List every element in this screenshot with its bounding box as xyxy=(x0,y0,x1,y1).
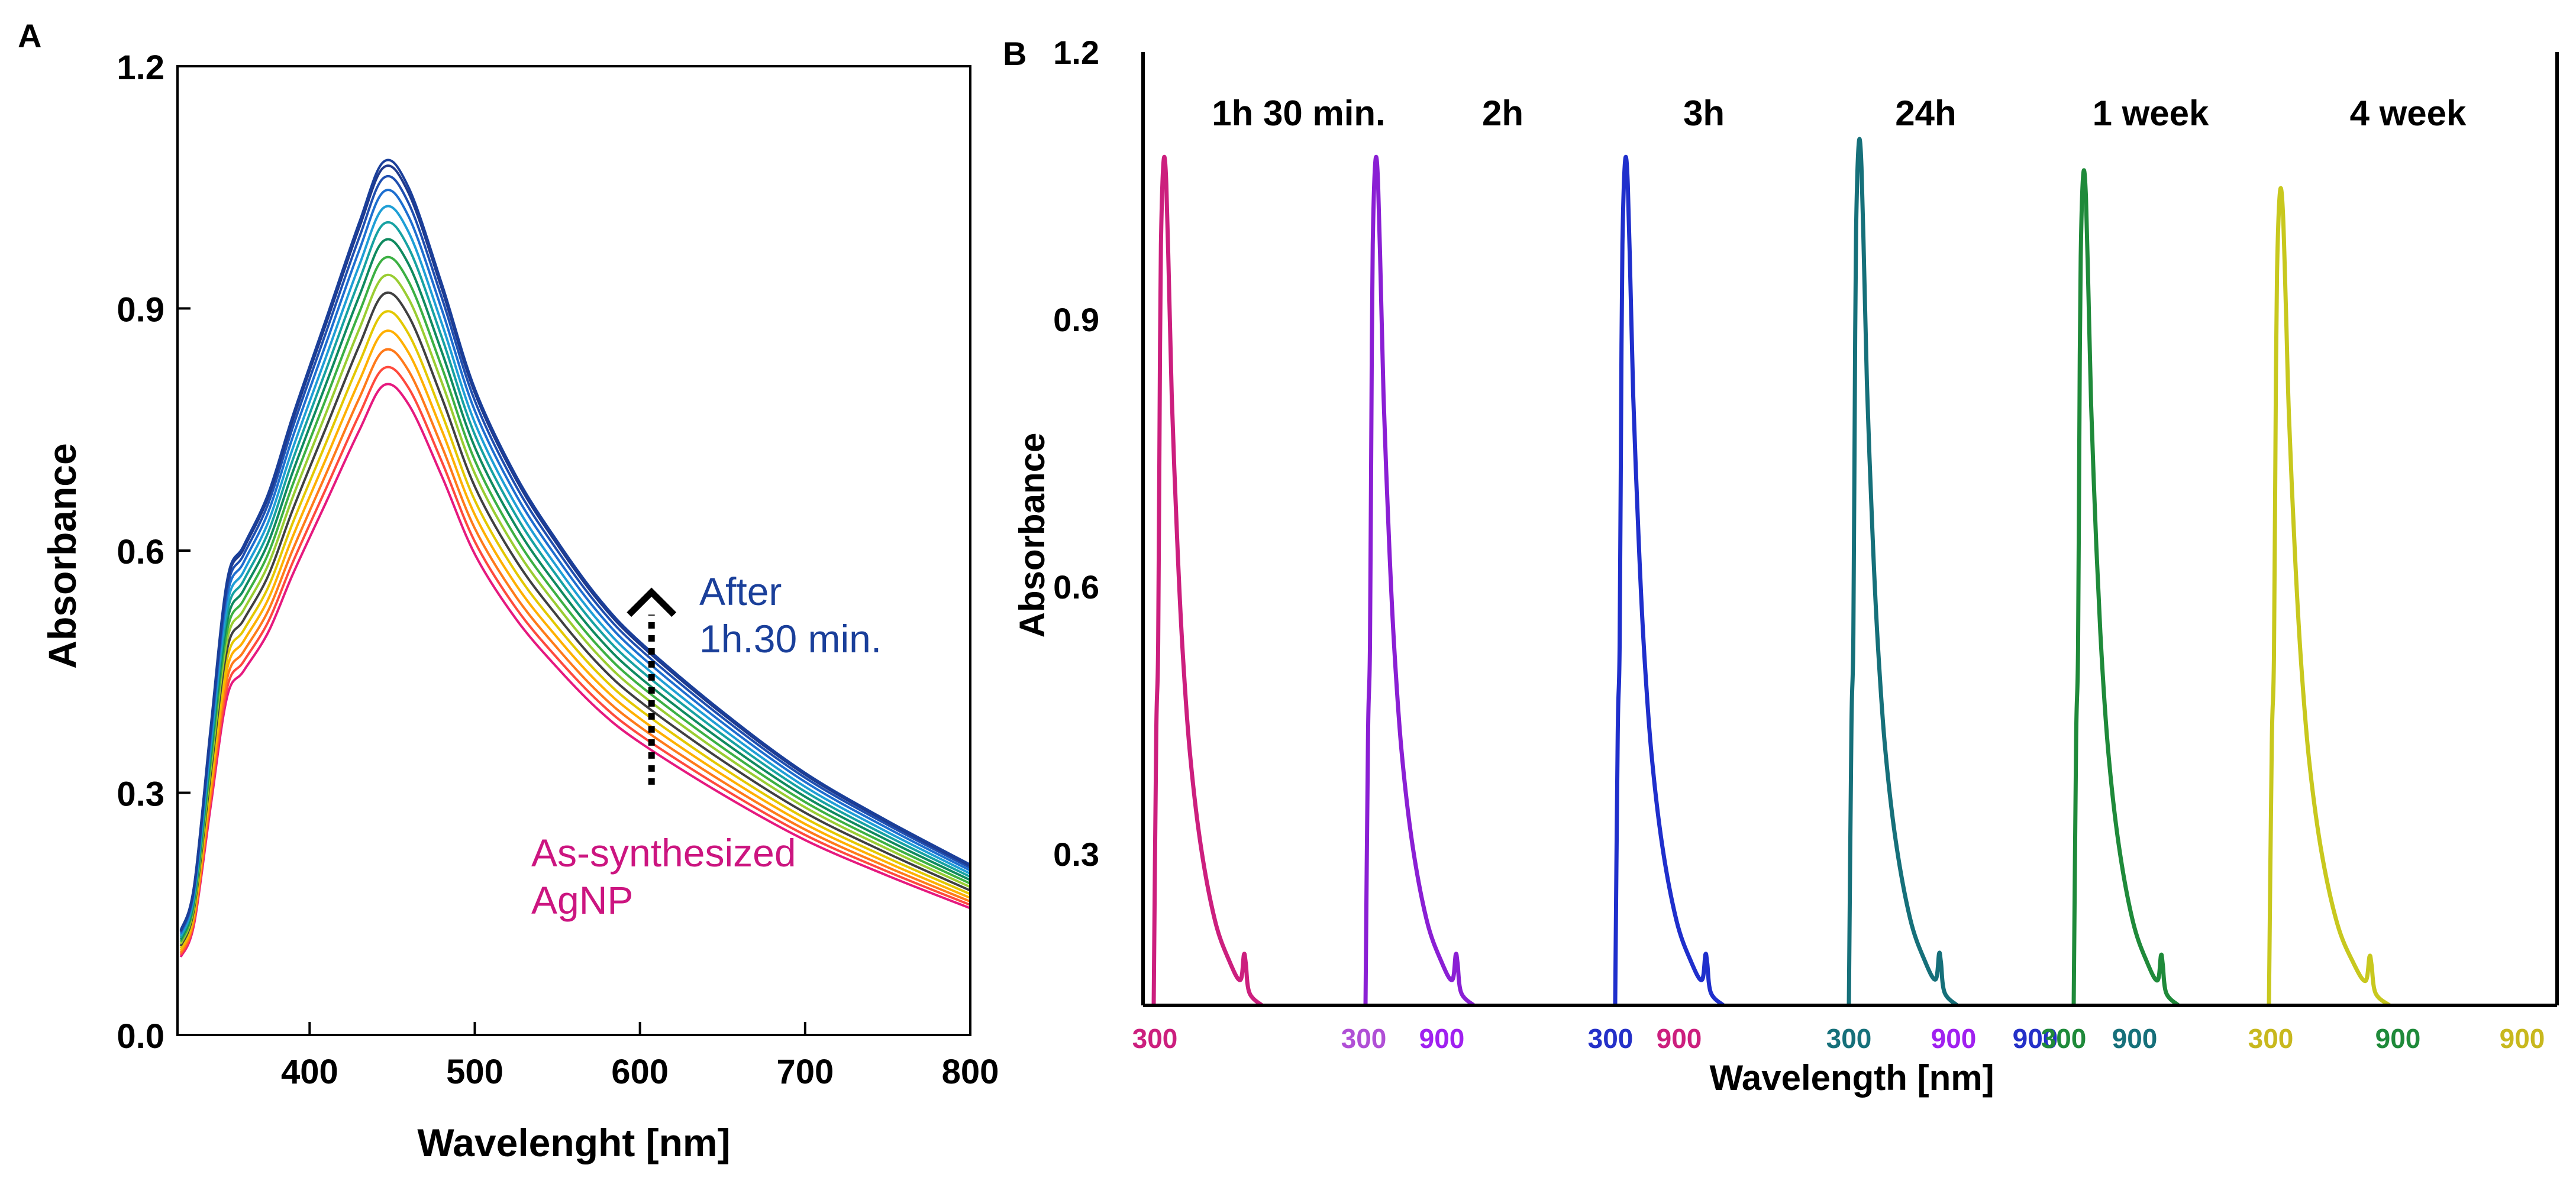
panel-a-series-line-10 xyxy=(179,221,971,939)
panel-a-series-line-7 xyxy=(179,273,971,944)
panel-b-series-line-6 xyxy=(2267,186,2391,1007)
panel-a-series-line-6 xyxy=(179,291,971,947)
panel-b-series-line-2 xyxy=(1363,154,1476,1007)
panel-b-x-tick-right-1: 900 xyxy=(1419,1023,1465,1054)
panel-b-x-tick-left-1: 300 xyxy=(1132,1023,1178,1054)
panel-b-x-tick-right-3: 900 xyxy=(1931,1023,1977,1054)
panel-b-series-label-6: 4 week xyxy=(2350,93,2467,133)
panel-a-after-annotation-line2: 1h.30 min. xyxy=(699,617,882,661)
panel-a-x-tick-label: 700 xyxy=(776,1053,834,1091)
panel-a-series-line-2 xyxy=(179,365,971,956)
panel-a-after-annotation-line1: After xyxy=(699,570,782,613)
panel-b-series-line-1 xyxy=(1151,154,1264,1007)
panel-a-series-line-5 xyxy=(179,310,971,949)
panel-a-series-line-4 xyxy=(179,329,971,952)
panel-b-x-axis-label: Wavelength [nm] xyxy=(1709,1058,1994,1098)
panel-a-y-axis-label: Absorbance xyxy=(40,443,84,668)
panel-a-x-tick-label: 400 xyxy=(281,1053,338,1091)
panel-a-y-tick-label: 0.6 xyxy=(117,533,164,571)
panel-b-series-label-4: 24h xyxy=(1895,93,1956,133)
panel-a-series-line-3 xyxy=(179,348,971,953)
panel-b-x-tick-right-4: 900 xyxy=(2013,1023,2058,1054)
panel-a-label: A xyxy=(18,17,41,54)
panel-a-start-annotation-line2: AgNP xyxy=(531,878,633,922)
panel-a-x-axis-label: Wavelenght [nm] xyxy=(417,1121,730,1164)
panel-a-x-tick-label: 600 xyxy=(611,1053,669,1091)
panel-a-y-ticks: 0.0 0.3 0.6 0.9 1.2 xyxy=(117,48,191,1056)
panel-a-y-tick-label: 0.9 xyxy=(117,291,164,329)
panel-a-start-annotation-line1: As-synthesized xyxy=(531,831,796,875)
panel-b-x-tick-left-4: 300 xyxy=(1826,1023,1872,1054)
panel-b-x-tick-right-2: 900 xyxy=(1657,1023,1702,1054)
panel-b-label: B xyxy=(1003,35,1026,72)
panel-b: B 0.3 0.6 0.9 1.2 1h 30 min. 2h 3h 24h 1 week 4 … xyxy=(1003,34,2559,1098)
panel-b-x-tick-left-3: 300 xyxy=(1588,1023,1634,1054)
panel-a-series-line-1 xyxy=(179,383,971,957)
panel-b-y-tick-label: 1.2 xyxy=(1053,34,1099,71)
panel-b-y-ticks: 0.3 0.6 0.9 1.2 xyxy=(1053,34,1099,873)
panel-b-curves xyxy=(1151,137,2391,1007)
panel-b-x-tick-right-5: 900 xyxy=(2112,1023,2158,1054)
panel-a-curves xyxy=(179,158,971,957)
panel-b-series-line-3 xyxy=(1613,154,1725,1007)
panel-b-series-label-5: 1 week xyxy=(2093,93,2209,133)
panel-b-y-tick-label: 0.3 xyxy=(1053,836,1099,873)
panel-a-y-tick-label: 0.3 xyxy=(117,775,164,814)
panel-a: A 0.0 0.3 0.6 0.9 1.2 400 500 600 700 800 Wavele… xyxy=(18,17,999,1164)
panel-b-x-tick-left-6: 300 xyxy=(2248,1023,2294,1054)
panel-a-x-tick-label: 800 xyxy=(942,1053,999,1091)
panel-b-x-tick-left-2: 300 xyxy=(1341,1023,1387,1054)
panel-a-y-tick-label: 1.2 xyxy=(117,48,164,87)
panel-b-series-labels: 1h 30 min. 2h 3h 24h 1 week 4 week xyxy=(1212,93,2467,133)
panel-a-trend-arrow-head xyxy=(627,587,677,617)
panel-a-x-tick-label: 500 xyxy=(446,1053,503,1091)
panel-b-series-label-3: 3h xyxy=(1683,93,1725,133)
panel-b-series-label-1: 1h 30 min. xyxy=(1212,93,1385,133)
panel-b-x-tick-right-6: 900 xyxy=(2375,1023,2421,1054)
panel-b-series-line-5 xyxy=(2071,168,2180,1007)
panel-b-series-label-2: 2h xyxy=(1482,93,1523,133)
panel-b-y-axis-label: Absorbance xyxy=(1012,433,1052,638)
panel-a-series-line-9 xyxy=(179,238,971,940)
panel-b-y-tick-label: 0.6 xyxy=(1053,568,1099,606)
panel-a-y-tick-label: 0.0 xyxy=(117,1017,164,1056)
panel-b-x-tick-last: 900 xyxy=(2500,1023,2545,1054)
panel-a-series-line-15 xyxy=(179,158,971,931)
panel-b-y-tick-label: 0.9 xyxy=(1053,301,1099,338)
panel-b-series-line-4 xyxy=(1847,137,1959,1007)
panel-b-x-tick-left-5: 300 xyxy=(2041,1023,2087,1054)
panel-a-series-line-11 xyxy=(179,205,971,936)
panel-a-series-line-8 xyxy=(179,255,971,943)
panel-a-x-ticks: 400 500 600 700 800 xyxy=(281,1022,999,1091)
